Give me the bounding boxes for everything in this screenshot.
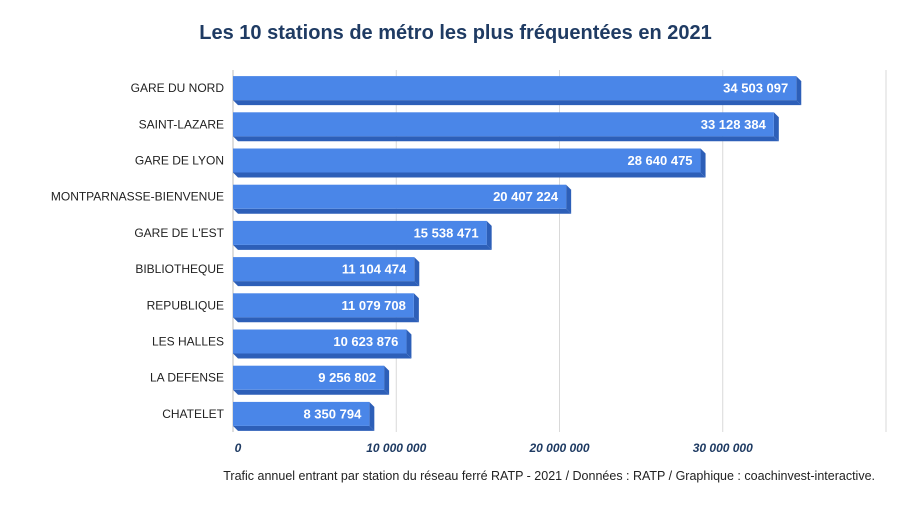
category-label: GARE DE LYON bbox=[135, 154, 224, 168]
bar-side-face bbox=[414, 257, 420, 287]
bar-bottom-face bbox=[233, 317, 419, 323]
chart-title: Les 10 stations de métro les plus fréque… bbox=[199, 22, 712, 44]
category-label: REPUBLIQUE bbox=[147, 298, 224, 312]
data-label: 33 128 384 bbox=[701, 117, 767, 132]
bar-side-face bbox=[413, 293, 419, 323]
category-label: GARE DU NORD bbox=[131, 81, 225, 95]
bar bbox=[233, 401, 370, 426]
data-label: 9 256 802 bbox=[318, 370, 376, 385]
bar-side-face bbox=[384, 365, 390, 395]
bar-bottom-face bbox=[233, 136, 779, 142]
data-label: 11 104 474 bbox=[342, 262, 407, 277]
bar bbox=[233, 76, 797, 101]
data-label: 15 538 471 bbox=[414, 225, 479, 240]
bar bbox=[233, 365, 385, 390]
category-label: LA DEFENSE bbox=[150, 371, 224, 385]
bar-bottom-face bbox=[233, 353, 412, 359]
bar-side-face bbox=[566, 184, 572, 214]
x-tick-label: 20 000 000 bbox=[528, 441, 589, 455]
bar bbox=[233, 293, 414, 318]
bar-side-face bbox=[796, 76, 802, 106]
data-label: 11 079 708 bbox=[342, 298, 406, 313]
x-tick-label: 0 bbox=[235, 441, 242, 455]
bar-bottom-face bbox=[233, 425, 375, 431]
bar-side-face bbox=[369, 401, 375, 431]
x-tick-label: 10 000 000 bbox=[366, 441, 426, 455]
bar-bottom-face bbox=[233, 389, 390, 395]
category-label: LES HALLES bbox=[152, 335, 224, 349]
x-tick-label: 30 000 000 bbox=[693, 441, 753, 455]
category-label: GARE DE L'EST bbox=[134, 226, 224, 240]
data-label: 34 503 097 bbox=[723, 81, 788, 96]
bar-bottom-face bbox=[233, 208, 572, 214]
category-label: SAINT-LAZARE bbox=[139, 117, 224, 131]
bar-side-face bbox=[406, 329, 412, 359]
bar-side-face bbox=[700, 148, 706, 178]
category-label: BIBLIOTHEQUE bbox=[135, 262, 224, 276]
chart-caption: Trafic annuel entrant par station du rés… bbox=[223, 469, 875, 483]
bar-side-face bbox=[773, 112, 779, 142]
data-label: 8 350 794 bbox=[303, 406, 362, 421]
data-label: 10 623 876 bbox=[333, 334, 398, 349]
data-label: 20 407 224 bbox=[493, 189, 559, 204]
category-label: CHATELET bbox=[162, 407, 224, 421]
data-label: 28 640 475 bbox=[627, 153, 692, 168]
bar-bottom-face bbox=[233, 244, 492, 250]
bar bbox=[233, 257, 415, 282]
category-label: MONTPARNASSE-BIENVENUE bbox=[51, 190, 224, 204]
bar-bottom-face bbox=[233, 281, 420, 287]
bar bbox=[233, 220, 487, 245]
bar bbox=[233, 184, 567, 209]
bar bbox=[233, 329, 407, 354]
bar bbox=[233, 148, 701, 173]
bar-bottom-face bbox=[233, 172, 706, 178]
bar-bottom-face bbox=[233, 100, 802, 106]
bar-side-face bbox=[486, 220, 492, 250]
bar bbox=[233, 112, 774, 137]
